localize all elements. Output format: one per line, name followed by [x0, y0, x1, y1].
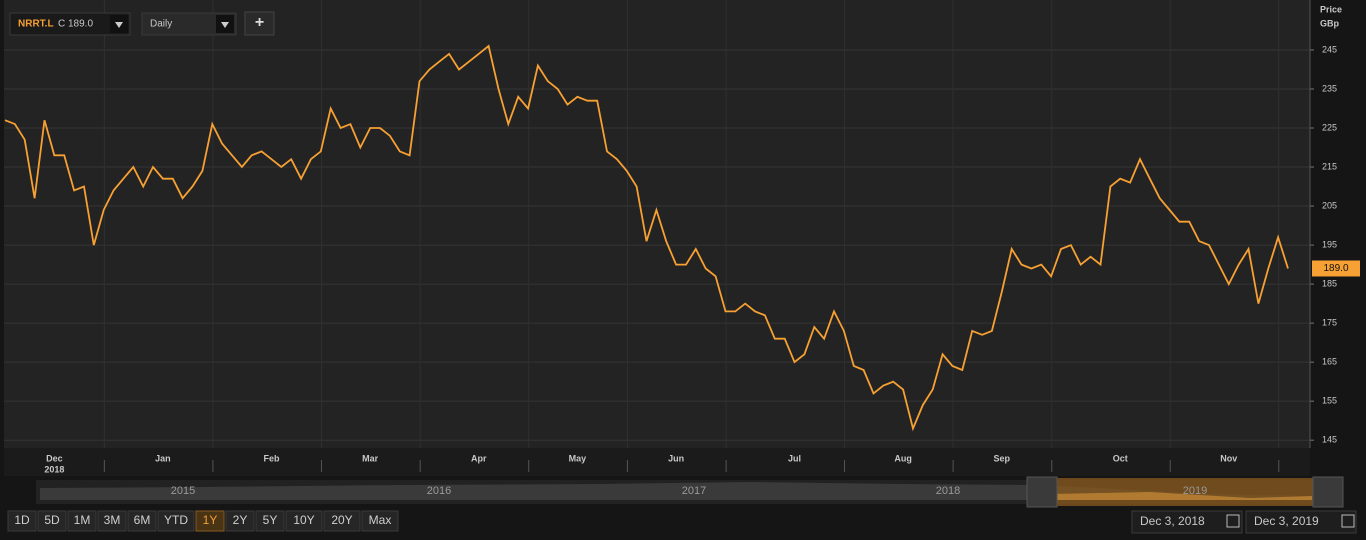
range-label: 6M [134, 513, 151, 527]
navigator-area [40, 482, 1312, 500]
x-tick-label: Apr [471, 453, 487, 463]
date-input[interactable] [1131, 510, 1243, 534]
series [4, 44, 1289, 432]
range-button[interactable] [67, 510, 97, 532]
range-label: Max [369, 513, 392, 527]
x-tick-year: 2018 [44, 464, 64, 474]
y-tick-label: 145 [1322, 435, 1337, 445]
x-tick-label: Feb [263, 453, 280, 463]
axis-label: Price [1320, 4, 1342, 14]
x-tick-label: Mar [362, 453, 379, 463]
range-label: 3M [104, 513, 121, 527]
last-price-tag [1312, 260, 1360, 277]
range-label: 1D [14, 513, 30, 527]
range-button[interactable] [157, 510, 195, 532]
range-label: 5D [44, 513, 60, 527]
interval-box[interactable] [141, 12, 237, 36]
calendar-icon[interactable] [1341, 514, 1355, 528]
y-tick-label: 185 [1322, 278, 1337, 288]
x-tick-label: Oct [1113, 453, 1128, 463]
navigator-year: 2019 [1183, 485, 1207, 497]
y-tick-label: 215 [1322, 161, 1337, 171]
x-tick-label: Jan [155, 453, 171, 463]
symbol-box[interactable] [9, 12, 131, 36]
last-price-label: 189.0 [1323, 263, 1348, 274]
x-tick-label: Dec [46, 453, 63, 463]
y-tick-label: 235 [1322, 83, 1337, 93]
range-label: 10Y [293, 513, 314, 527]
from-date: Dec 3, 2018 [1140, 514, 1205, 528]
x-axis-strip [4, 448, 1310, 476]
x-tick-label: Jul [788, 453, 801, 463]
range-buttons: 1D 5D 1M 3M 6M YTD 1Y 2Y 5Y 10Y 20Y Max [7, 510, 399, 532]
range-button[interactable] [225, 510, 255, 532]
y-tick-label: 175 [1322, 317, 1337, 327]
range-button[interactable] [7, 510, 37, 532]
x-tick-label: Nov [1220, 453, 1237, 463]
x-tick-label: Aug [894, 453, 912, 463]
close-price: C 189.0 [58, 19, 93, 30]
range-button[interactable] [195, 510, 225, 532]
navigator-labels: 2015 2016 2017 2018 2019 [171, 485, 1207, 497]
range-label: 2Y [233, 513, 248, 527]
range-button[interactable] [323, 510, 361, 532]
x-tick-label: May [569, 453, 587, 463]
x-tick-label: Sep [994, 453, 1011, 463]
navigator-window[interactable] [1030, 478, 1340, 506]
dropdown-icon [221, 22, 229, 28]
range-label: YTD [164, 513, 188, 527]
y-tick-label: 195 [1322, 239, 1337, 249]
symbol: NRRT.L [18, 19, 54, 30]
y-tick-label: 205 [1322, 200, 1337, 210]
x-tick-label: Jun [668, 453, 684, 463]
navigator-year: 2018 [936, 485, 960, 497]
range-button[interactable] [37, 510, 67, 532]
interval: Daily [150, 19, 172, 30]
range-button[interactable] [361, 510, 399, 532]
range-label: 1Y [203, 513, 218, 527]
range-button[interactable] [127, 510, 157, 532]
range-label: 1M [74, 513, 91, 527]
y-tick-label: 225 [1322, 122, 1337, 132]
plot-area [4, 0, 1310, 448]
range-label: 5Y [263, 513, 278, 527]
range-button[interactable] [97, 510, 127, 532]
navigator-window-area [1050, 492, 1312, 500]
navigator-year: 2016 [427, 485, 451, 497]
navigator-handle[interactable] [1312, 476, 1344, 508]
add-button[interactable] [244, 11, 275, 36]
y-tick-label: 245 [1322, 44, 1337, 54]
navigator-handle[interactable] [1026, 476, 1058, 508]
to-date: Dec 3, 2019 [1254, 514, 1319, 528]
y-tick-label: 155 [1322, 396, 1337, 406]
navigator-year: 2015 [171, 485, 195, 497]
calendar-icon[interactable] [1226, 514, 1240, 528]
date-input[interactable] [1245, 510, 1357, 534]
price-line [4, 44, 1289, 432]
navigator-year: 2017 [682, 485, 706, 497]
range-label: 20Y [331, 513, 352, 527]
axis-label: GBp [1320, 18, 1340, 28]
y-tick-label: 165 [1322, 357, 1337, 367]
range-button[interactable] [285, 510, 323, 532]
add-icon: + [255, 14, 264, 31]
grid [4, 0, 1314, 448]
dropdown-icon [115, 22, 123, 28]
range-button[interactable] [255, 510, 285, 532]
